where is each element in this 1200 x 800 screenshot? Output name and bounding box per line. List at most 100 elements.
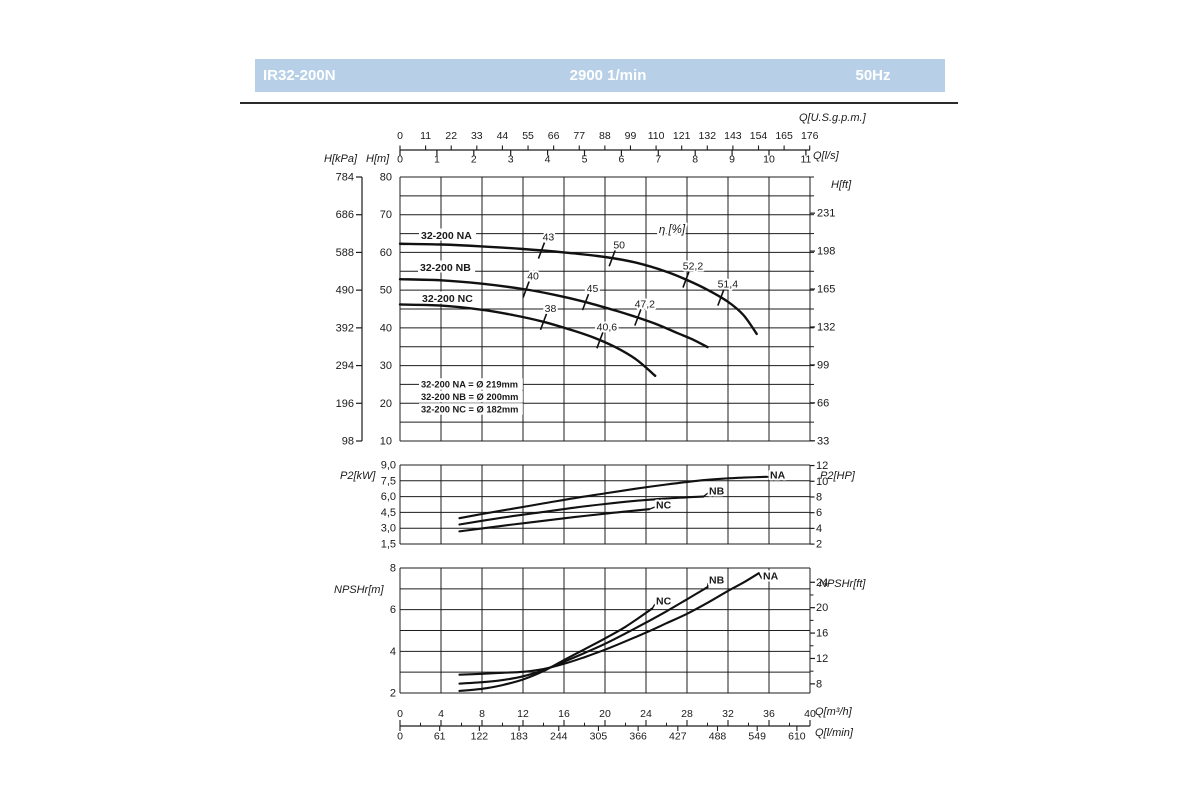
- npsh-m-tick-label: 2: [390, 688, 396, 700]
- npsh-m-tick-label: 4: [390, 646, 396, 658]
- efficiency-tick: [537, 242, 546, 259]
- efficiency-tick: [608, 249, 616, 267]
- ls-tick-label: 10: [763, 154, 775, 166]
- head-ft-axis-label: H[ft]: [831, 179, 852, 191]
- efficiency-axis-label: η [%]: [659, 224, 686, 236]
- power-kw-tick-label: 7,5: [381, 475, 396, 487]
- na-npsh-curve: [458, 572, 760, 676]
- curve-name-label: 32-200 NA: [421, 230, 472, 242]
- gpm-tick-label: 33: [471, 130, 483, 142]
- ls-tick-label: 6: [618, 154, 624, 166]
- m3h-tick-label: 16: [558, 708, 570, 720]
- header-divider: [240, 102, 958, 104]
- power-hp-tick-label: 4: [816, 523, 822, 535]
- ls-tick-label: 3: [508, 154, 514, 166]
- npsh-ft-axis-label: NPSHr[ft]: [819, 578, 866, 590]
- gpm-tick-label: 22: [445, 130, 457, 142]
- kpa-tick-label: 196: [336, 398, 354, 410]
- power-kw-axis-label: P2[kW]: [340, 470, 376, 482]
- power-curve-end-label: NB: [709, 486, 725, 498]
- gpm-tick-label: 143: [724, 130, 742, 142]
- efficiency-tick: [682, 271, 690, 288]
- ls-tick-label: 11: [800, 154, 811, 166]
- curve-label-connector: [706, 582, 709, 588]
- gpm-tick-label: 0: [397, 130, 403, 142]
- nb-power-curve: [458, 495, 705, 526]
- gpm-tick-label: 132: [699, 130, 717, 142]
- na-head-curve: [398, 242, 758, 336]
- lmin-tick-label: 0: [397, 731, 403, 743]
- m3h-tick-label: 24: [640, 708, 652, 720]
- curve-label-bg: [418, 260, 476, 273]
- m3h-tick-label: 8: [479, 708, 485, 720]
- kpa-tick-label: 98: [342, 436, 354, 448]
- gpm-tick-label: 154: [750, 130, 768, 142]
- power-kw-tick-label: 9,0: [381, 460, 396, 472]
- efficiency-tick: [539, 313, 548, 331]
- npsh-curve-end-label: NC: [656, 596, 672, 608]
- gpm-tick-label: 99: [625, 130, 637, 142]
- flow-m3h-axis-label: Q[m³/h]: [815, 706, 852, 718]
- power-kw-tick-label: 1,5: [381, 539, 396, 551]
- head-m-tick-label: 10: [380, 436, 392, 448]
- lmin-tick-label: 366: [629, 731, 647, 743]
- ft-tick-label: 66: [817, 397, 829, 409]
- npsh-m-axis-label: NPSHr[m]: [334, 584, 384, 596]
- power-curve-end-label: NC: [656, 500, 672, 512]
- kpa-tick-label: 392: [336, 322, 354, 334]
- curve-label-bg: [419, 228, 477, 241]
- ls-tick-label: 4: [545, 154, 551, 166]
- gpm-tick-label: 88: [599, 130, 611, 142]
- m3h-tick-label: 4: [438, 708, 444, 720]
- ft-tick-label: 198: [817, 246, 835, 258]
- power-hp-tick-label: 10: [816, 476, 828, 488]
- lmin-tick-label: 61: [434, 731, 446, 743]
- legend-line-bg: [419, 378, 523, 390]
- efficiency-tick: [634, 309, 642, 326]
- ls-tick-label: 2: [471, 154, 477, 166]
- head-m-tick-label: 70: [380, 209, 392, 221]
- lmin-tick-label: 305: [590, 731, 608, 743]
- head-m-tick-label: 20: [380, 398, 392, 410]
- legend-line-bg: [419, 403, 523, 415]
- ls-tick-label: 7: [655, 154, 661, 166]
- nb-head-curve: [398, 278, 709, 349]
- power-kw-tick-label: 4,5: [381, 507, 396, 519]
- m3h-tick-label: 20: [599, 708, 611, 720]
- npsh-curve-end-label: NB: [709, 575, 725, 587]
- curve-name-label: 32-200 NC: [422, 293, 473, 305]
- npsh-ft-tick-label: 20: [816, 602, 828, 614]
- lmin-tick-label: 610: [788, 731, 806, 743]
- head-m-tick-label: 80: [380, 172, 392, 184]
- gpm-tick-label: 44: [497, 130, 509, 142]
- power-hp-axis-label: P2[HP]: [820, 470, 855, 482]
- ft-tick-label: 33: [817, 435, 829, 447]
- ft-tick-label: 165: [817, 284, 835, 296]
- head-kpa-axis-label: H[kPa]: [324, 153, 358, 165]
- nc-head-curve: [398, 303, 657, 377]
- lmin-tick-label: 183: [510, 731, 528, 743]
- ls-tick-label: 1: [434, 154, 440, 166]
- na-power-curve: [458, 475, 769, 520]
- nc-npsh-curve: [458, 607, 654, 692]
- gpm-tick-label: 121: [673, 130, 691, 142]
- lmin-tick-label: 122: [471, 731, 489, 743]
- ft-tick-label: 99: [817, 359, 829, 371]
- kpa-tick-label: 686: [336, 209, 354, 221]
- gpm-tick-label: 165: [775, 130, 793, 142]
- pump-frequency: 50Hz: [855, 67, 891, 84]
- m3h-tick-label: 28: [681, 708, 693, 720]
- m3h-tick-label: 0: [397, 708, 403, 720]
- kpa-tick-label: 490: [336, 285, 354, 297]
- npsh-m-tick-label: 8: [390, 563, 396, 575]
- efficiency-value-label: 47,2: [635, 299, 656, 311]
- power-hp-tick-label: 12: [816, 460, 828, 472]
- kpa-tick-label: 588: [336, 247, 354, 259]
- power-kw-tick-label: 3,0: [381, 523, 396, 535]
- lmin-tick-label: 427: [669, 731, 687, 743]
- npsh-ft-tick-label: 12: [816, 653, 828, 665]
- npsh-curve-end-label: NA: [763, 571, 779, 583]
- flow-ls-axis-label: Q[l/s]: [813, 150, 839, 162]
- legend-line: 32-200 NB = Ø 200mm: [421, 392, 518, 402]
- legend-line: 32-200 NC = Ø 182mm: [421, 404, 518, 414]
